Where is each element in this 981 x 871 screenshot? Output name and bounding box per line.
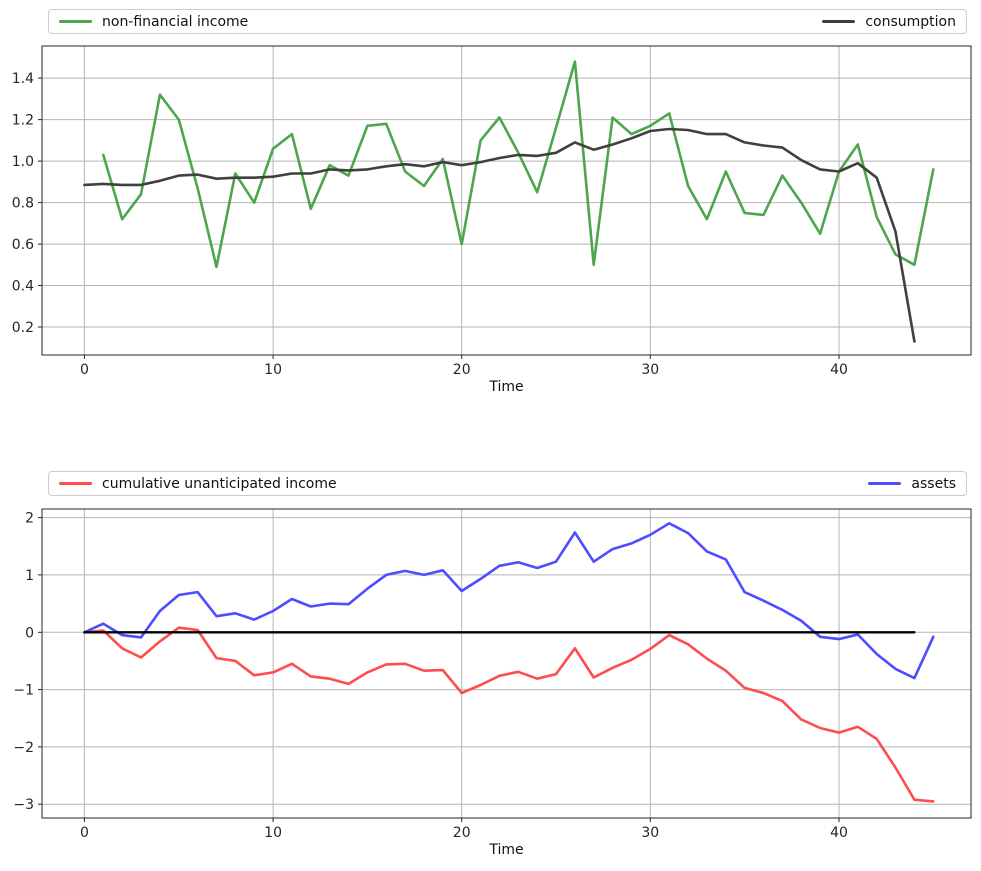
x-tick-label: 40 [830,825,848,841]
x-axis-label-top-chart: Time [489,379,524,395]
legend-label-consumption: consumption [865,13,956,30]
y-tick-label: −3 [13,797,34,813]
non-financial-income-line-swatch [59,20,92,23]
y-tick-label: 2 [25,511,34,527]
series-non-financial-income [102,60,935,269]
legend-label-non-financial-income: non-financial income [102,13,249,30]
legend-entry-assets: assets [868,476,956,492]
y-tick-label: 0.6 [12,237,34,253]
x-tick-label: 10 [264,825,282,841]
legend-top-chart: non-financial income consumption [48,9,967,34]
x-tick-label: 30 [641,825,659,841]
x-axis-label-bottom-chart: Time [489,842,524,858]
x-tick-label: 0 [80,825,89,841]
legend-entry-cumulative-unanticipated-income: cumulative unanticipated income [59,476,337,492]
y-tick-label: 1.0 [12,154,34,170]
series-assets [83,521,935,680]
legend-label-assets: assets [911,475,956,492]
x-tick-label: 40 [830,362,848,378]
legend-label-cumulative-unanticipated-income: cumulative unanticipated income [102,475,337,492]
y-tick-label: 0.2 [12,320,34,336]
x-tick-label: 20 [453,825,471,841]
axes-frame [41,45,972,356]
x-tick-label: 20 [453,362,471,378]
y-tick-label: 1 [25,568,34,584]
legend-entry-non-financial-income: non-financial income [59,14,248,30]
y-tick-label: 0 [25,625,34,641]
x-tick-label: 10 [264,362,282,378]
axes-frame [41,508,972,819]
assets-line-swatch [868,482,902,485]
y-tick-label: 1.2 [12,113,34,129]
series-cumulative-unanticipated-income [83,626,935,803]
legend-entry-consumption: consumption [822,14,956,30]
legend-bottom-chart: cumulative unanticipated income assets [48,471,967,496]
x-tick-label: 0 [80,362,89,378]
x-tick-label: 30 [641,362,659,378]
consumption-line-swatch [822,20,856,23]
y-tick-label: 1.4 [12,71,34,87]
y-tick-label: −1 [13,683,34,699]
y-tick-label: 0.8 [12,196,34,212]
y-tick-label: 0.4 [12,279,34,295]
cumulative-unanticipated-income-line-swatch [59,482,92,485]
y-tick-label: −2 [13,740,34,756]
series-consumption [83,127,916,343]
